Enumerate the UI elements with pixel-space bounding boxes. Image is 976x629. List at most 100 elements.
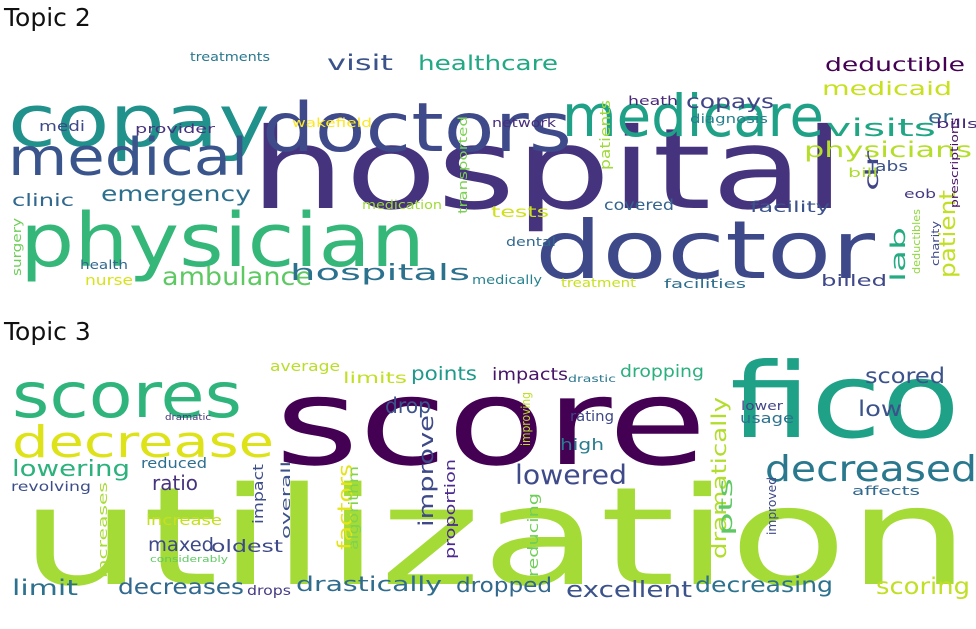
word-charity: charity	[929, 220, 942, 266]
word-scoring: scoring	[876, 574, 970, 600]
word-medically: medically	[472, 273, 542, 287]
word-medicare: medicare	[562, 82, 824, 150]
word-points: points	[411, 363, 477, 385]
word-diagnosis: diagnosis	[690, 112, 768, 126]
word-excellent: excellent	[566, 578, 692, 603]
word-increases: increases	[96, 482, 110, 578]
word-lowering: lowering	[12, 457, 130, 482]
word-hospitals: hospitals	[290, 261, 470, 286]
word-patients: patients	[598, 100, 614, 170]
word-transported: transported	[456, 116, 470, 214]
word-drastically: drastically	[296, 572, 442, 596]
word-healthcare: healthcare	[418, 51, 558, 75]
word-bill: bill	[848, 166, 878, 180]
word-reducing: reducing	[526, 493, 542, 577]
word-deductibles: deductibles	[910, 209, 923, 274]
word-drop: drop	[385, 394, 431, 418]
word-fico: fico	[730, 352, 960, 462]
word-facility: facility	[750, 198, 830, 216]
word-low: low	[858, 397, 902, 421]
word-provider: provider	[135, 122, 215, 136]
word-patient: patient	[936, 190, 961, 278]
word-impacts: impacts	[492, 365, 568, 385]
word-rating: rating	[570, 409, 614, 425]
word-facilities: facilities	[664, 277, 746, 291]
word-algorithm: algorithm	[347, 466, 362, 550]
word-physician: physician	[20, 198, 425, 284]
word-dental: dental	[506, 235, 556, 249]
word-dramatic: dramatic	[165, 413, 211, 423]
topic-2-word-cloud: hospital copay doctors medicare medical physi…	[0, 38, 976, 300]
word-decreasing: decreasing	[695, 573, 833, 597]
word-score: score	[275, 354, 707, 493]
word-treatment: treatment	[561, 276, 636, 290]
word-pts: pts	[715, 478, 737, 536]
word-health: health	[80, 258, 128, 272]
word-ratio: ratio	[152, 471, 198, 495]
word-revolving: revolving	[11, 480, 91, 495]
word-increase: increase	[146, 513, 222, 529]
word-high: high	[560, 435, 604, 454]
word-improve: improve	[414, 415, 438, 527]
word-doctor: doctor	[535, 204, 875, 297]
word-usage: usage	[740, 411, 794, 427]
word-medi: medi	[39, 119, 85, 135]
word-eob: eob	[904, 187, 936, 201]
word-copays: copays	[686, 91, 774, 113]
word-improved: improved	[765, 477, 779, 535]
topic-3-title: Topic 3	[4, 317, 91, 346]
word-improving: improving	[519, 392, 533, 446]
word-dropping: dropping	[620, 362, 704, 382]
word-copay: copay	[8, 79, 270, 163]
word-maxed: maxed	[148, 534, 214, 556]
word-heath: heath	[628, 94, 678, 108]
word-visit: visit	[327, 51, 393, 75]
word-decreased: decreased	[765, 449, 976, 490]
word-visits: visits	[826, 114, 936, 142]
word-scored: scored	[865, 364, 945, 388]
word-medicaid: medicaid	[822, 78, 952, 100]
word-decreases: decreases	[118, 575, 244, 599]
word-utilization: utilization	[20, 459, 970, 617]
word-lab: lab	[886, 227, 910, 282]
topic-2-title: Topic 2	[4, 3, 91, 32]
word-limit: limit	[12, 576, 78, 600]
word-bills: bills	[936, 117, 976, 131]
word-hospital: hospital	[250, 105, 845, 235]
word-drastic: drastic	[568, 374, 616, 385]
word-reduced: reduced	[141, 456, 207, 472]
word-network: network	[492, 116, 556, 130]
word-medication: medication	[362, 198, 442, 212]
word-lowered: lowered	[515, 460, 627, 491]
word-proportion: proportion	[443, 459, 459, 559]
word-affects: affects	[852, 484, 920, 498]
word-impact: impact	[251, 463, 267, 524]
word-physicians: physicians	[804, 138, 972, 162]
word-scores: scores	[12, 359, 242, 432]
word-limits: limits	[343, 369, 407, 387]
word-wakefield: wakefield	[292, 116, 372, 130]
word-emergency: emergency	[101, 182, 251, 206]
word-tests: tests	[491, 203, 549, 221]
word-average: average	[270, 359, 340, 375]
word-considerably: considerably	[150, 555, 229, 565]
word-factors: factors	[333, 464, 357, 550]
word-surgery: surgery	[10, 218, 24, 276]
word-covered: covered	[604, 196, 674, 214]
word-medical: medical	[8, 128, 248, 188]
word-treatments: treatments	[190, 50, 270, 64]
word-prescriptions: prescriptions	[948, 118, 961, 208]
word-doctors: doctors	[262, 89, 572, 168]
topic-3-word-cloud: score utilization fico scores decrease decrea…	[0, 352, 976, 622]
word-nurse: nurse	[85, 273, 133, 289]
word-lower: lower	[741, 399, 783, 413]
word-billed: billed	[821, 271, 887, 290]
word-er: er	[928, 107, 953, 128]
word-labs: labs	[870, 159, 908, 175]
word-deductible: deductible	[825, 54, 965, 76]
word-dramatically: dramatically	[707, 397, 731, 559]
word-dr: dr	[861, 151, 883, 191]
word-ambulance: ambulance	[162, 262, 312, 291]
